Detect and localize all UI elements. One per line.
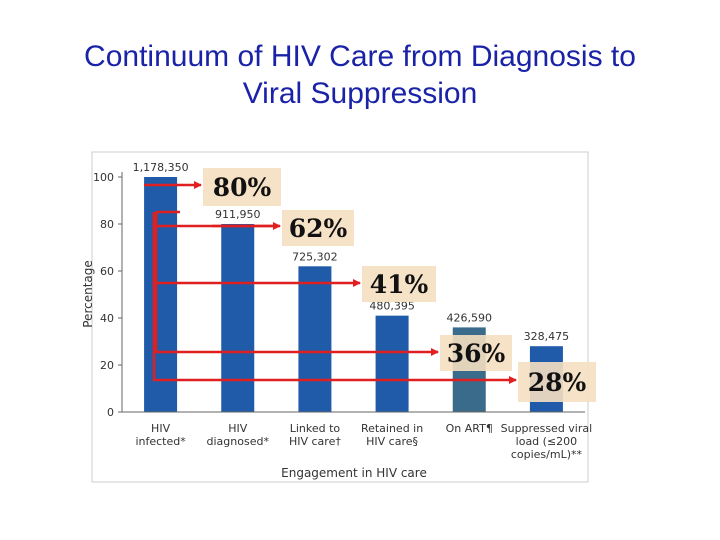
bar-2 [298, 266, 332, 412]
category-label-2-0: Linked to [290, 422, 341, 435]
y-tick-label-5: 100 [93, 171, 114, 184]
bar-count-label-5: 328,475 [524, 330, 570, 343]
percent-box-3 [440, 335, 512, 371]
bar-count-label-2: 725,302 [292, 250, 338, 263]
percent-label-2: 41% [370, 270, 429, 299]
y-tick-label-1: 20 [100, 359, 114, 372]
category-label-3-1: HIV care§ [366, 435, 418, 448]
slide-title: Continuum of HIV Care from Diagnosis to … [20, 38, 700, 112]
percent-label-3: 36% [447, 339, 506, 368]
category-label-4-0: On ART¶ [446, 422, 493, 435]
slide-title-line-2: Viral Suppression [242, 77, 478, 110]
y-tick-label-3: 60 [100, 265, 114, 278]
bar-count-label-4: 426,590 [447, 311, 493, 324]
y-axis-label: Percentage [81, 260, 95, 328]
axis-group: 0 20 40 60 80 100 Percentage Engagement in HIV … [81, 171, 585, 480]
category-label-5-0: Suppressed viral [501, 422, 593, 435]
x-axis-label: Engagement in HIV care [281, 466, 427, 480]
bar-0 [144, 177, 178, 412]
slide-title-line-1: Continuum of HIV Care from Diagnosis to [84, 40, 636, 73]
y-tick-label-4: 80 [100, 218, 114, 231]
bar-count-label-1: 911,950 [215, 208, 261, 221]
percent-arrow-3 [154, 212, 439, 356]
percent-box-1 [282, 210, 354, 246]
category-label-5-2: copies/mL)** [511, 448, 583, 461]
bar-count-label-0: 1,178,350 [133, 161, 189, 174]
bar-3 [375, 315, 409, 412]
y-tick-label-2: 40 [100, 312, 114, 325]
bar-1 [221, 224, 255, 412]
y-tick-label-0: 0 [107, 406, 114, 419]
category-label-2-1: HIV care† [289, 435, 341, 448]
category-label-3-0: Retained in [361, 422, 423, 435]
percent-box-2 [362, 266, 436, 302]
percent-arrow-4 [152, 212, 517, 384]
bar-count-label-3: 480,395 [369, 300, 415, 313]
percent-box-0 [203, 168, 281, 206]
percent-label-0: 80% [213, 173, 272, 202]
arrows-group: 80% 62% 41% 36% 28% [144, 168, 596, 402]
category-label-1-0: HIV [228, 422, 248, 435]
percent-label-1: 62% [289, 214, 348, 243]
category-label-5-1: load (≤200 [516, 435, 578, 448]
category-label-0-1: infected* [135, 435, 186, 448]
category-label-1-1: diagnosed* [207, 435, 270, 448]
percent-label-4: 28% [528, 368, 587, 397]
category-label-0-0: HIV [151, 422, 171, 435]
percent-box-4 [518, 362, 596, 402]
